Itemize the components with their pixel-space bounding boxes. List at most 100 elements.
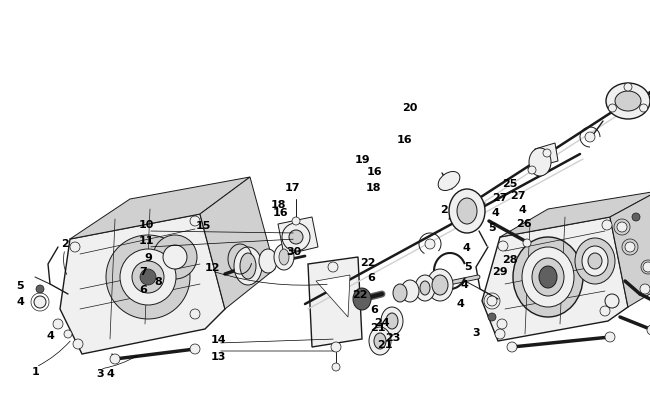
Circle shape <box>498 241 508 252</box>
Circle shape <box>625 243 635 252</box>
Ellipse shape <box>432 275 448 295</box>
Circle shape <box>605 294 619 308</box>
Ellipse shape <box>274 244 294 270</box>
Text: 15: 15 <box>195 220 211 230</box>
Circle shape <box>292 217 300 226</box>
Text: 22: 22 <box>352 289 368 299</box>
Text: 24: 24 <box>374 317 390 327</box>
Text: 12: 12 <box>204 262 220 272</box>
Ellipse shape <box>588 254 602 269</box>
Text: 4: 4 <box>491 207 499 217</box>
Circle shape <box>600 306 610 316</box>
Text: 22: 22 <box>360 257 376 267</box>
Ellipse shape <box>606 84 650 120</box>
Polygon shape <box>528 144 558 170</box>
Text: 18: 18 <box>365 183 381 192</box>
Circle shape <box>190 216 200 226</box>
Text: 16: 16 <box>366 166 382 177</box>
Polygon shape <box>200 177 275 309</box>
Circle shape <box>617 222 627 232</box>
Text: 2: 2 <box>61 239 69 248</box>
Circle shape <box>332 363 340 371</box>
Text: 17: 17 <box>284 183 300 192</box>
Circle shape <box>528 166 536 175</box>
Text: 23: 23 <box>385 332 400 342</box>
Ellipse shape <box>427 269 453 301</box>
Text: 16: 16 <box>397 135 413 145</box>
Circle shape <box>585 133 595 143</box>
Ellipse shape <box>401 280 419 302</box>
Text: 4: 4 <box>46 330 54 340</box>
Circle shape <box>328 262 338 272</box>
Ellipse shape <box>386 313 398 329</box>
Polygon shape <box>70 177 250 239</box>
Ellipse shape <box>539 266 557 288</box>
Circle shape <box>487 296 497 306</box>
Circle shape <box>608 105 616 113</box>
Text: 21: 21 <box>370 322 385 332</box>
Text: 11: 11 <box>138 235 154 245</box>
Polygon shape <box>60 215 225 354</box>
Ellipse shape <box>240 254 256 279</box>
Circle shape <box>110 354 120 364</box>
Ellipse shape <box>374 333 386 349</box>
Text: 8: 8 <box>154 276 162 286</box>
Circle shape <box>36 285 44 293</box>
Circle shape <box>647 325 650 335</box>
Text: 18: 18 <box>270 200 286 209</box>
Text: 1: 1 <box>32 366 40 376</box>
Circle shape <box>543 149 551 158</box>
Text: 5: 5 <box>464 261 472 271</box>
Polygon shape <box>482 217 628 341</box>
Text: 4: 4 <box>106 368 114 378</box>
Circle shape <box>73 339 83 349</box>
Polygon shape <box>278 217 318 256</box>
Ellipse shape <box>369 327 391 355</box>
Ellipse shape <box>279 249 289 265</box>
Ellipse shape <box>582 246 608 276</box>
Text: 7: 7 <box>139 266 147 276</box>
Circle shape <box>632 213 640 222</box>
Circle shape <box>640 105 647 113</box>
Text: 5: 5 <box>16 280 24 290</box>
Text: 9: 9 <box>144 252 152 262</box>
Text: 4: 4 <box>518 205 526 215</box>
Ellipse shape <box>449 190 485 233</box>
Text: 28: 28 <box>502 254 518 264</box>
Ellipse shape <box>234 247 262 285</box>
Circle shape <box>153 235 197 279</box>
Circle shape <box>605 332 615 342</box>
Ellipse shape <box>522 247 574 307</box>
Circle shape <box>331 342 341 352</box>
Circle shape <box>624 84 632 92</box>
Text: 4: 4 <box>456 298 464 308</box>
Ellipse shape <box>532 258 564 296</box>
Circle shape <box>495 329 505 339</box>
Polygon shape <box>610 192 650 307</box>
Circle shape <box>140 269 156 285</box>
Text: 30: 30 <box>287 246 302 256</box>
Ellipse shape <box>513 237 583 317</box>
Text: 27: 27 <box>492 192 508 202</box>
Circle shape <box>497 319 507 329</box>
Text: 6: 6 <box>367 272 375 282</box>
Circle shape <box>282 224 310 252</box>
Text: 19: 19 <box>355 155 370 164</box>
Text: 3: 3 <box>472 327 480 337</box>
Text: 27: 27 <box>510 190 526 200</box>
Text: 29: 29 <box>492 266 508 276</box>
Text: 5: 5 <box>488 222 496 232</box>
Circle shape <box>70 243 80 252</box>
Ellipse shape <box>393 284 407 302</box>
Circle shape <box>190 309 200 319</box>
Text: 2: 2 <box>440 205 448 215</box>
Text: 6: 6 <box>139 284 147 294</box>
Ellipse shape <box>381 307 403 335</box>
Text: 20: 20 <box>402 103 418 113</box>
Text: 4: 4 <box>460 279 468 289</box>
Circle shape <box>289 230 303 244</box>
Circle shape <box>523 239 531 247</box>
Polygon shape <box>316 275 350 317</box>
Circle shape <box>190 344 200 354</box>
Circle shape <box>507 342 517 352</box>
